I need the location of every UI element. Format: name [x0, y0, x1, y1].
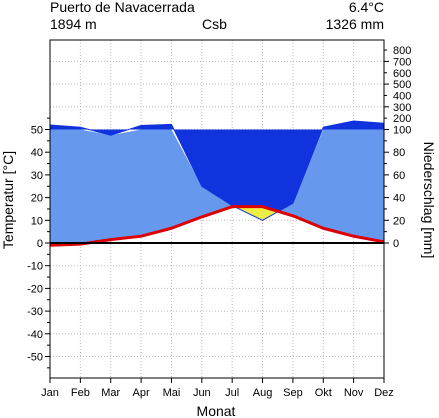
precip-tick-label: 0: [393, 238, 399, 250]
precip-tick-label: 500: [393, 79, 411, 91]
month-label: Jun: [193, 387, 211, 399]
month-label: Aug: [253, 387, 273, 399]
precip-tick-label: 300: [393, 102, 411, 114]
precipitation-line: [49, 120, 385, 221]
precip-tick-label: 200: [393, 113, 411, 125]
precip-tick-label: 80: [393, 147, 405, 159]
series-lines: [49, 120, 385, 247]
month-label: Mar: [101, 387, 120, 399]
precip-tick-label: 20: [393, 215, 405, 227]
annual-precipitation-label: 1326 mm: [325, 16, 384, 32]
precip-tick-label: 40: [393, 193, 405, 205]
precip-tick-label: 60: [393, 170, 405, 182]
precip-tick-label: 100: [393, 125, 411, 137]
temperature-line: [49, 205, 385, 247]
temp-tick-label: 50: [31, 125, 43, 137]
precip-tick-label: 700: [393, 56, 411, 68]
precip-tick-label: 600: [393, 68, 411, 80]
temp-tick-label: -40: [27, 329, 43, 341]
month-label: Dez: [374, 387, 394, 399]
month-label: Mai: [163, 387, 181, 399]
station-name: Puerto de Navacerrada: [50, 0, 195, 15]
month-label: Feb: [71, 387, 90, 399]
climate-class-label: Csb: [202, 16, 227, 32]
month-label: Apr: [133, 387, 150, 399]
month-label: Sep: [283, 387, 303, 399]
precip-tick-label: 400: [393, 90, 411, 102]
axis-labels: Monat Temperatur [°C] Niederschlag [mm]: [0, 142, 437, 418]
precipitation-fill: [50, 120, 384, 246]
temp-tick-label: -30: [27, 306, 43, 318]
perhumid-area: [50, 120, 384, 221]
humid-area: [50, 129, 384, 246]
axes: -50-40-30-20-100102030405002040608010020…: [27, 39, 411, 399]
temp-tick-label: 30: [31, 170, 43, 182]
temp-tick-label: 40: [31, 147, 43, 159]
temp-tick-label: 20: [31, 193, 43, 205]
x-axis-title: Monat: [197, 403, 236, 418]
temp-tick-label: 0: [37, 238, 43, 250]
mean-temperature-label: 6.4°C: [348, 0, 384, 15]
temp-tick-label: -50: [27, 352, 43, 364]
y-axis-title-left: Temperatur [°C]: [0, 151, 16, 249]
month-label: Jan: [41, 387, 59, 399]
month-label: Nov: [344, 387, 364, 399]
temp-tick-label: 10: [31, 215, 43, 227]
temp-tick-label: -10: [27, 261, 43, 273]
y-axis-title-right: Niederschlag [mm]: [421, 142, 437, 259]
month-label: Okt: [315, 387, 332, 399]
month-label: Jul: [225, 387, 239, 399]
precip-tick-label: 800: [393, 45, 411, 57]
elevation-label: 1894 m: [50, 16, 97, 32]
temp-tick-label: -20: [27, 283, 43, 295]
